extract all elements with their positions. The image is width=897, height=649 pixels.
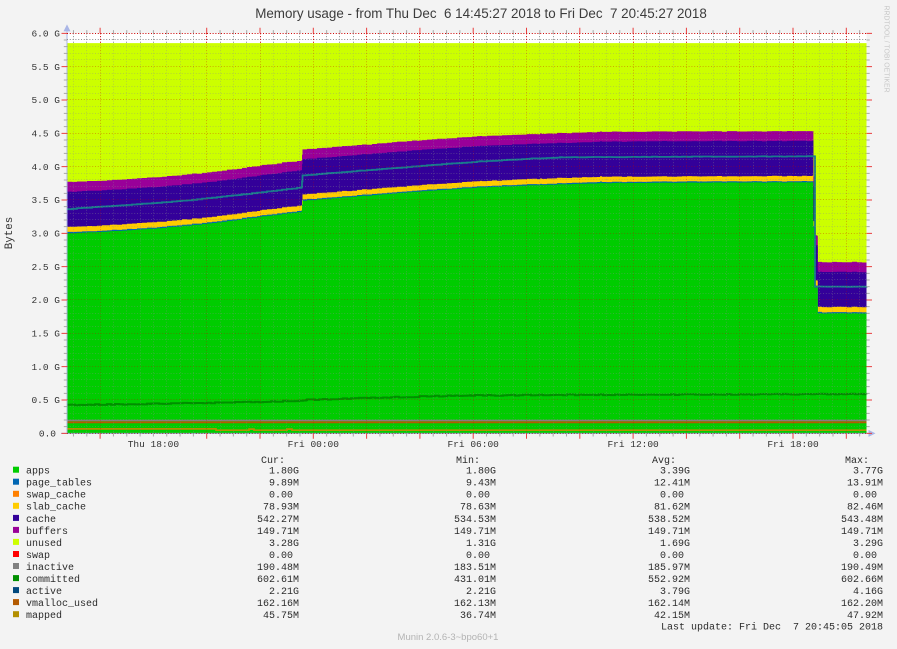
svg-text:0.00: 0.00 [466,551,496,562]
svg-text:552.92M: 552.92M [648,575,690,586]
svg-text:0.5 G: 0.5 G [31,395,60,406]
svg-text:13.91M: 13.91M [847,479,883,490]
svg-text:162.14M: 162.14M [648,599,690,610]
svg-text:inactive: inactive [26,562,74,574]
svg-text:183.51M: 183.51M [454,563,496,574]
svg-text:185.97M: 185.97M [648,563,690,574]
svg-text:0.0: 0.0 [39,429,56,440]
svg-text:Fri 00:00: Fri 00:00 [288,439,340,450]
svg-text:6.0 G: 6.0 G [31,29,60,40]
svg-text:cache: cache [26,514,56,526]
svg-text:Fri 12:00: Fri 12:00 [607,439,659,450]
svg-text:3.79G: 3.79G [660,587,690,598]
svg-text:0.00: 0.00 [853,551,883,562]
svg-text:3.39G: 3.39G [660,467,690,478]
svg-text:buffers: buffers [26,526,68,538]
svg-text:4.5 G: 4.5 G [31,129,60,140]
svg-text:1.0 G: 1.0 G [31,362,60,373]
svg-text:78.63M: 78.63M [460,503,496,514]
svg-text:602.66M: 602.66M [841,575,883,586]
svg-text:149.71M: 149.71M [648,527,690,538]
svg-text:Bytes: Bytes [4,217,16,249]
svg-text:42.15M: 42.15M [654,611,690,622]
svg-text:3.28G: 3.28G [269,539,299,550]
svg-text:Min:: Min: [456,455,480,467]
svg-text:Max:: Max: [845,456,869,467]
svg-text:149.71M: 149.71M [841,527,883,538]
svg-text:3.77G: 3.77G [853,467,883,478]
svg-text:3.29G: 3.29G [853,539,883,550]
svg-text:1.80G: 1.80G [269,467,299,478]
svg-text:0.00: 0.00 [466,491,496,502]
svg-text:149.71M: 149.71M [454,527,496,538]
svg-text:538.52M: 538.52M [648,515,690,526]
svg-text:Thu 18:00: Thu 18:00 [128,439,180,450]
svg-text:2.21G: 2.21G [466,587,496,598]
svg-text:190.48M: 190.48M [257,563,299,574]
svg-text:apps: apps [26,467,50,478]
svg-text:1.80G: 1.80G [466,467,496,478]
svg-text:0.00: 0.00 [660,491,690,502]
svg-text:0.00: 0.00 [269,491,299,502]
svg-text:4.0 G: 4.0 G [31,162,60,173]
svg-text:542.27M: 542.27M [257,515,299,526]
svg-text:2.0 G: 2.0 G [31,295,60,306]
svg-text:5.5 G: 5.5 G [31,62,60,73]
svg-text:1.31G: 1.31G [466,539,496,550]
svg-text:4.16G: 4.16G [853,587,883,598]
svg-text:swap: swap [26,551,50,562]
svg-text:Memory usage - from Thu Dec 6: Memory usage - from Thu Dec 6 14:45:27 2… [255,6,707,21]
svg-text:9.89M: 9.89M [269,479,299,490]
svg-text:45.75M: 45.75M [263,611,299,622]
svg-text:190.49M: 190.49M [841,563,883,574]
svg-text:9.43M: 9.43M [466,479,496,490]
svg-text:3.5 G: 3.5 G [31,195,60,206]
svg-text:5.0 G: 5.0 G [31,95,60,106]
svg-text:149.71M: 149.71M [257,527,299,538]
svg-text:162.13M: 162.13M [454,599,496,610]
svg-text:78.93M: 78.93M [263,503,299,514]
svg-text:slab_cache: slab_cache [26,502,86,514]
svg-text:0.00: 0.00 [660,551,690,562]
svg-text:162.16M: 162.16M [257,599,299,610]
svg-text:2.21G: 2.21G [269,587,299,598]
svg-text:Avg:: Avg: [652,456,676,467]
svg-text:Last update: Fri Dec 7 20:45:: Last update: Fri Dec 7 20:45:05 2018 [661,622,883,634]
svg-text:unused: unused [26,538,62,550]
svg-text:2.5 G: 2.5 G [31,262,60,273]
svg-text:534.53M: 534.53M [454,515,496,526]
svg-text:543.48M: 543.48M [841,515,883,526]
svg-text:36.74M: 36.74M [460,611,496,622]
svg-text:Fri 18:00: Fri 18:00 [767,439,819,450]
svg-text:page_tables: page_tables [26,478,92,490]
svg-text:mapped: mapped [26,610,62,622]
svg-text:vmalloc_used: vmalloc_used [26,598,98,610]
svg-text:Fri 06:00: Fri 06:00 [448,439,500,450]
svg-text:162.20M: 162.20M [841,599,883,610]
svg-text:0.00: 0.00 [269,551,299,562]
svg-text:RRDTOOL / TOBI OETIKER: RRDTOOL / TOBI OETIKER [882,6,889,93]
svg-text:0.00: 0.00 [853,491,883,502]
svg-text:Munin 2.0.6-3~bpo60+1: Munin 2.0.6-3~bpo60+1 [398,632,499,643]
svg-text:active: active [26,586,62,598]
svg-text:3.0 G: 3.0 G [31,229,60,240]
svg-text:12.41M: 12.41M [654,479,690,490]
svg-text:1.5 G: 1.5 G [31,329,60,340]
svg-text:47.92M: 47.92M [847,611,883,622]
svg-text:Cur:: Cur: [261,456,285,467]
svg-text:82.46M: 82.46M [847,503,883,514]
svg-text:81.62M: 81.62M [654,503,690,514]
svg-text:swap_cache: swap_cache [26,490,86,502]
svg-text:1.69G: 1.69G [660,539,690,550]
svg-text:602.61M: 602.61M [257,575,299,586]
svg-text:431.01M: 431.01M [454,575,496,586]
svg-text:committed: committed [26,574,80,586]
